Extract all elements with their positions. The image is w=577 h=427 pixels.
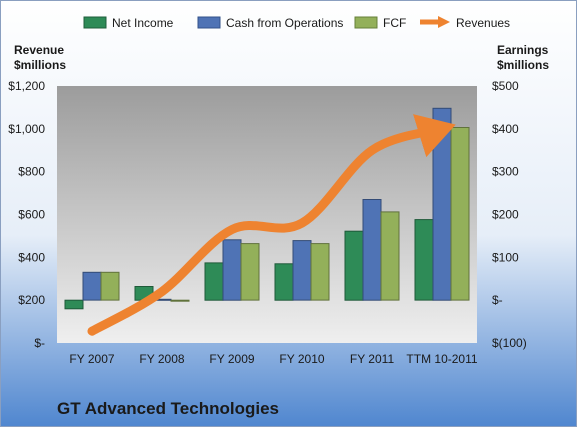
- bar-fcf-ttm-10-2011: [450, 127, 470, 301]
- x-tick-label: TTM 10-2011: [406, 352, 477, 366]
- bar-net-income-fy-2011: [344, 230, 364, 301]
- legend-arrow-revenues: [438, 16, 450, 28]
- right-tick-label: $500: [492, 79, 519, 93]
- right-tick-label: $100: [492, 250, 519, 264]
- chart-title: GT Advanced Technologies: [57, 399, 279, 418]
- right-tick-label: $400: [492, 122, 519, 136]
- legend: Net Income Cash from Operations FCF Reve…: [83, 16, 510, 30]
- left-tick-label: $1,000: [8, 122, 45, 136]
- x-tick-label: FY 2011: [350, 352, 395, 366]
- left-tick-label: $1,200: [8, 79, 45, 93]
- bar-cash-from-operations-fy-2007: [82, 271, 102, 301]
- x-axis-ticks: FY 2007 FY 2008 FY 2009 FY 2010 FY 2011 TTM 1…: [69, 352, 477, 366]
- right-tick-label: $300: [492, 165, 519, 179]
- left-tick-label: $200: [18, 293, 45, 307]
- right-tick-label: $200: [492, 208, 519, 222]
- plot-area: [57, 86, 477, 343]
- bar-cash-from-operations-ttm-10-2011: [432, 107, 452, 301]
- legend-swatch-cash-from-operations: [197, 16, 221, 29]
- x-tick-label: FY 2008: [139, 352, 184, 366]
- x-tick-label: FY 2007: [69, 352, 114, 366]
- legend-swatch-net-income: [83, 16, 107, 29]
- bar-net-income-fy-2007: [64, 299, 84, 310]
- bar-fcf-fy-2007: [100, 271, 120, 301]
- right-axis-ticks: $(100) $- $100 $200 $300 $400 $500: [492, 79, 527, 350]
- left-tick-label: $600: [18, 208, 45, 222]
- revenues-line-layer: [87, 114, 456, 336]
- bar-net-income-fy-2010: [274, 263, 294, 301]
- left-axis-title-line2: $millions: [14, 58, 66, 72]
- revenues-line: [87, 114, 456, 336]
- left-tick-label: $800: [18, 165, 45, 179]
- legend-label-cash-from-operations: Cash from Operations: [226, 16, 343, 30]
- legend-label-revenues: Revenues: [456, 16, 510, 30]
- left-tick-label: $400: [18, 250, 45, 264]
- legend-label-net-income: Net Income: [112, 16, 174, 30]
- bar-net-income-fy-2009: [204, 262, 224, 301]
- left-axis-ticks: $- $200 $400 $600 $800 $1,000 $1,200: [8, 79, 45, 350]
- bar-fcf-fy-2010: [310, 243, 330, 301]
- right-axis-title-line1: Earnings: [497, 43, 549, 57]
- left-tick-label: $-: [34, 336, 45, 350]
- bar-cash-from-operations-fy-2010: [292, 240, 312, 301]
- bar-fcf-fy-2011: [380, 211, 400, 301]
- bar-cash-from-operations-fy-2009: [222, 239, 242, 301]
- right-tick-label: $-: [492, 293, 503, 307]
- bar-fcf-fy-2009: [240, 243, 260, 301]
- bar-cash-from-operations-fy-2011: [362, 199, 382, 301]
- bar-fcf-fy-2008: [170, 299, 190, 302]
- legend-label-fcf: FCF: [383, 16, 406, 30]
- left-axis-title-line1: Revenue: [14, 43, 64, 57]
- x-tick-label: FY 2010: [279, 352, 324, 366]
- right-axis-title-line2: $millions: [497, 58, 549, 72]
- x-tick-label: FY 2009: [209, 352, 254, 366]
- legend-swatch-fcf: [354, 16, 378, 29]
- bar-net-income-ttm-10-2011: [414, 219, 434, 301]
- bars-group: [64, 107, 470, 310]
- right-tick-label: $(100): [492, 336, 527, 350]
